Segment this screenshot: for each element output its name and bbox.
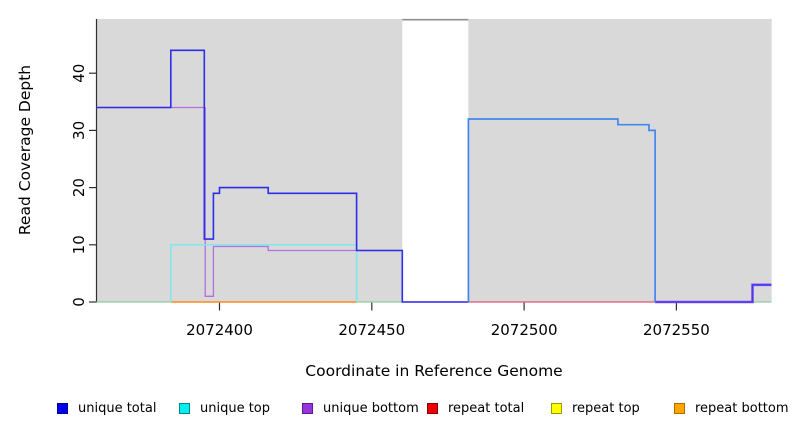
unique-bottom-swatch-icon [302,402,313,414]
x-tick-label: 2072450 [338,321,405,339]
legend-label: unique total [78,400,157,416]
y-tick-label: 40 [70,64,88,83]
y-tick-label: 30 [70,121,88,140]
x-tick-label: 2072550 [643,321,710,339]
legend: unique total unique top unique bottom re… [0,399,792,419]
unique-top-line [170,244,358,302]
legend-label: repeat total [448,400,525,416]
legend-label: unique top [200,400,271,416]
legend-item-repeat-total: repeat total [427,399,524,417]
legend-label: repeat top [572,400,640,416]
y-tick-label: 10 [70,235,88,254]
masked-region [402,19,469,302]
unique-total-swatch-icon [57,402,68,414]
legend-label: unique bottom [323,400,419,416]
y-tick-label: 0 [70,297,88,307]
repeat-total-swatch-icon [427,402,438,414]
unique-total-line [96,49,469,303]
legend-item-unique-bottom: unique bottom [302,399,419,417]
repeat-bottom-swatch-icon [674,402,685,414]
legend-item-repeat-bottom: repeat bottom [674,399,789,417]
y-tick-label: 20 [70,178,88,197]
legend-item-repeat-top: repeat top [551,399,640,417]
unique-top-swatch-icon [179,402,190,414]
unique-right-plateau [467,118,656,302]
legend-label: repeat bottom [695,400,789,416]
x-tick-label: 2072400 [186,321,253,339]
legend-item-unique-top: unique top [179,399,270,417]
x-axis-title: Coordinate in Reference Genome [305,362,562,380]
plot-panel [96,18,772,302]
right-zero-blue [655,284,772,303]
legend-item-unique-total: unique total [57,399,156,417]
x-tick-label: 2072500 [491,321,558,339]
axes: 0 10 20 30 40 2072400 2072450 2072500 2072550 [70,19,710,339]
coverage-lines [96,49,772,304]
y-axis-title: Read Coverage Depth [16,65,34,235]
repeat-top-swatch-icon [551,402,562,414]
